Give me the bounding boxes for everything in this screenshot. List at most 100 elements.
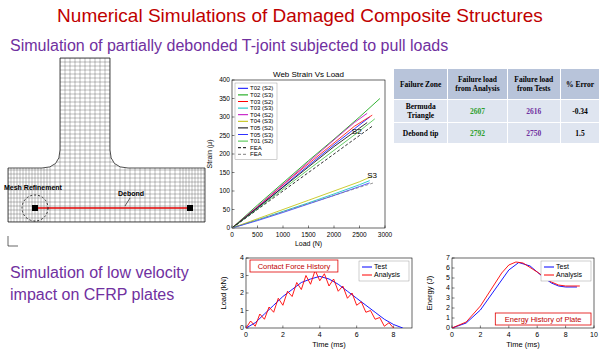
mesh-line <box>8 154 205 155</box>
mesh-line <box>8 146 205 147</box>
mesh-line <box>8 218 205 219</box>
tick-label: 0 <box>244 331 248 338</box>
axis-label: Strain (μ) <box>206 140 214 169</box>
tick <box>232 209 235 210</box>
tick <box>257 226 258 229</box>
chart-title: Web Strain Vs Load <box>273 70 344 79</box>
tick-label: 4 <box>446 284 450 291</box>
axis-label: Load (kN) <box>219 276 228 309</box>
legend-box <box>359 261 409 281</box>
tick-label: 4 <box>507 331 511 338</box>
tick-label: 2 <box>240 289 244 296</box>
mesh-line <box>50 58 51 222</box>
mesh-line <box>8 78 205 79</box>
mesh-line <box>8 194 205 195</box>
tick <box>537 326 538 329</box>
tick-label: 3000 <box>378 231 393 238</box>
mesh-line <box>165 58 166 222</box>
legend-label: Analysis <box>374 271 401 279</box>
tick <box>385 226 386 229</box>
mesh-line <box>201 58 202 222</box>
tick-label: 1 <box>446 314 450 321</box>
crack-tip <box>32 205 38 211</box>
mesh-line <box>189 58 190 222</box>
tick-label: 4 <box>318 331 322 338</box>
mesh-line <box>8 82 205 83</box>
tick <box>232 98 235 99</box>
tick <box>246 258 249 259</box>
tick-label: 6 <box>446 264 450 271</box>
tick-label: 2 <box>446 304 450 311</box>
tick <box>232 172 235 173</box>
tick <box>452 308 455 309</box>
slide-title: Numerical Simulations of Damaged Composi… <box>57 5 543 26</box>
series-line <box>232 115 372 228</box>
mesh-line <box>8 62 205 63</box>
mesh-line <box>186 58 187 222</box>
tick <box>246 293 249 294</box>
tick <box>452 268 455 269</box>
mesh-line <box>90 58 91 222</box>
mesh-line <box>44 58 45 222</box>
table-row: Bermuda Triangle26072616-0.34 <box>394 100 600 123</box>
mesh-line <box>8 158 205 159</box>
mesh-line <box>145 58 146 222</box>
tick-label: 0 <box>230 231 234 238</box>
table-cell: Debond tip <box>394 123 448 144</box>
mesh-line <box>8 98 205 99</box>
series-line <box>232 123 367 228</box>
mesh-line <box>8 102 205 103</box>
mesh-line <box>70 58 71 222</box>
tick <box>232 191 235 192</box>
legend-label: Test <box>374 263 387 270</box>
legend-box <box>541 261 591 281</box>
mesh-line <box>8 198 205 199</box>
plot-frame <box>452 258 594 328</box>
mesh-line <box>150 58 151 222</box>
legend-swatch <box>238 94 248 95</box>
axis-label: Energy (J) <box>425 275 434 310</box>
legend-swatch <box>362 275 372 276</box>
legend-label: FEA <box>250 151 262 157</box>
tick-label: 350 <box>219 95 230 102</box>
series-line <box>232 99 380 229</box>
tick-label: 0 <box>226 224 230 231</box>
table-cell: 2792 <box>448 123 507 144</box>
mesh-line <box>8 138 205 139</box>
series-line <box>232 119 375 228</box>
tick-label: 2 <box>478 331 482 338</box>
mesh-line <box>175 58 176 222</box>
tick-label: 2000 <box>327 231 342 238</box>
mesh-line <box>115 58 116 222</box>
tick <box>594 326 595 329</box>
legend: TestAnalysis <box>359 261 409 281</box>
tick-label: 5 <box>446 274 450 281</box>
mesh-line <box>8 94 205 95</box>
mesh-grid <box>8 58 205 222</box>
tick-label: 10 <box>590 331 598 338</box>
tick-label: 400 <box>219 76 230 83</box>
axis-label: Time (ms) <box>506 340 540 349</box>
tick <box>232 135 235 136</box>
mesh-line <box>95 58 96 222</box>
annotation: S2 <box>352 127 362 136</box>
tick-label: 200 <box>219 150 230 157</box>
mesh-line <box>8 166 205 167</box>
legend-swatch <box>238 147 248 148</box>
axis-label: Load (N) <box>295 240 322 248</box>
mesh-line <box>8 174 205 175</box>
legend-label: T03 (S2) <box>250 99 273 105</box>
mesh-line <box>47 58 48 222</box>
chart: 0246801234Time (ms)Load (kN)Contact Forc… <box>219 254 412 349</box>
legend-swatch <box>238 154 248 155</box>
tick <box>334 226 335 229</box>
tick-label: 1000 <box>276 231 291 238</box>
series-group <box>232 99 380 229</box>
mesh-line <box>65 58 66 222</box>
tick <box>308 226 309 229</box>
crack-tip <box>187 205 193 211</box>
tick-label: 6 <box>355 331 359 338</box>
mesh-line <box>35 58 36 222</box>
tick-label: 3 <box>446 294 450 301</box>
mesh-line <box>8 122 205 123</box>
